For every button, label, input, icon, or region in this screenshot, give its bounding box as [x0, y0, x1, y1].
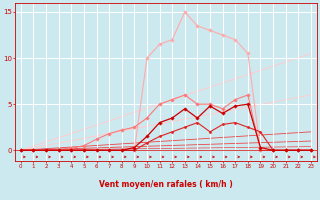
- X-axis label: Vent moyen/en rafales ( km/h ): Vent moyen/en rafales ( km/h ): [99, 180, 233, 189]
